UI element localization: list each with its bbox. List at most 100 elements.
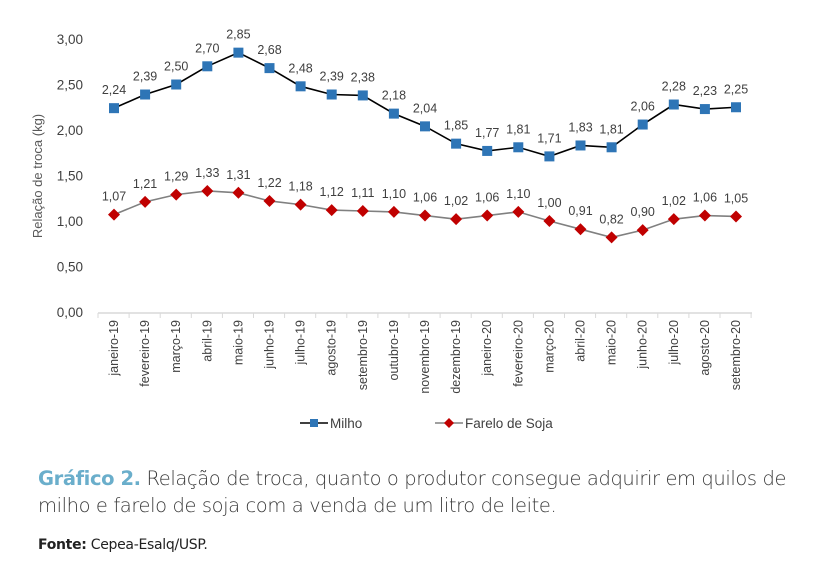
data-point — [140, 89, 151, 100]
data-point — [668, 99, 679, 110]
series-farelo-de-soja: 1,07 1,21 1,29 1,33 1,31 1,22 1,18 1,12 1,11 1,10… — [102, 166, 748, 244]
data-point — [667, 213, 680, 226]
data-point — [731, 102, 741, 113]
data-point — [698, 209, 711, 222]
legend-item-milho: Milho — [300, 416, 362, 431]
data-point — [543, 215, 556, 227]
data-label: 2,23 — [693, 84, 717, 98]
data-point — [326, 89, 337, 100]
data-point — [202, 61, 213, 72]
x-tick-label: maio-19 — [231, 320, 245, 365]
x-tick-label: abril-20 — [574, 320, 588, 362]
x-tick-label: janeiro-19 — [107, 320, 121, 377]
data-point — [325, 204, 338, 217]
data-point — [295, 81, 306, 92]
data-point — [636, 224, 649, 237]
data-label: 1,33 — [195, 166, 219, 180]
data-label: 2,18 — [382, 89, 406, 103]
data-label: 2,39 — [133, 70, 157, 84]
data-label: 2,48 — [288, 61, 312, 75]
data-point — [420, 121, 430, 132]
x-tick-label: março-20 — [542, 320, 556, 373]
data-point — [574, 223, 587, 236]
source-label: Fonte: — [38, 537, 87, 553]
x-tick-label: outubro-19 — [387, 320, 401, 381]
data-label: 1,07 — [102, 190, 126, 204]
data-label: 2,38 — [351, 70, 375, 84]
y-tick-label: 2,00 — [57, 123, 83, 138]
data-point — [171, 79, 182, 90]
data-label: 0,82 — [599, 212, 623, 226]
data-point — [606, 142, 617, 153]
data-point — [419, 209, 431, 222]
legend-label: Milho — [330, 416, 362, 431]
data-point — [294, 198, 307, 211]
y-tick-label: 0,50 — [57, 260, 83, 275]
data-point — [263, 194, 276, 207]
data-label: 0,90 — [631, 205, 655, 219]
data-label: 1,02 — [444, 194, 468, 208]
data-label: 2,85 — [226, 28, 250, 42]
x-tick-label: agosto-20 — [698, 320, 712, 376]
data-point — [637, 119, 648, 130]
x-tick-label: julho-20 — [667, 320, 681, 366]
data-label: 1,71 — [537, 131, 561, 145]
x-tick-label: março-19 — [169, 320, 183, 373]
y-tick-label: 3,00 — [57, 32, 83, 47]
data-label: 1,12 — [320, 185, 344, 199]
x-tick-label: novembro-19 — [418, 320, 432, 394]
source-note: Fonte: Cepea-Esalq/USP. — [38, 537, 208, 553]
data-label: 1,81 — [506, 122, 530, 136]
data-label: 1,06 — [475, 191, 499, 205]
data-point — [357, 90, 368, 101]
data-point — [109, 103, 119, 114]
data-label: 1,81 — [599, 122, 623, 136]
data-point — [108, 208, 120, 221]
data-label: 1,21 — [133, 177, 157, 191]
line-chart: Relação de troca (kg) 0,00 0,50 1,00 1,50 2,… — [30, 28, 752, 431]
caption-text: Relação de troca, quanto o produtor cons… — [38, 467, 787, 517]
data-point — [201, 184, 214, 197]
y-tick-label: 1,00 — [57, 214, 83, 229]
data-point — [482, 145, 493, 156]
data-point — [481, 209, 494, 222]
x-tick-label: fevereiro-20 — [511, 320, 525, 387]
data-label: 2,68 — [257, 43, 281, 57]
legend-item-farelo-de-soja: Farelo de Soja — [435, 416, 553, 431]
legend-marker — [310, 419, 318, 427]
data-label: 2,06 — [631, 100, 655, 114]
data-label: 1,29 — [164, 170, 188, 184]
data-label: 2,70 — [195, 41, 219, 55]
y-tick-label: 2,50 — [57, 78, 83, 93]
x-tick-label: abril-19 — [200, 320, 214, 362]
data-label: 1,10 — [506, 187, 530, 201]
data-label: 2,25 — [724, 82, 748, 96]
data-point — [264, 63, 275, 74]
data-point — [450, 213, 463, 226]
data-point — [451, 138, 462, 149]
data-label: 0,91 — [568, 204, 592, 218]
data-label: 1,06 — [413, 191, 437, 205]
data-point — [575, 140, 586, 151]
x-tick-label: dezembro-19 — [449, 320, 463, 394]
data-point — [730, 210, 742, 223]
x-tick-label: junho-20 — [636, 320, 650, 370]
x-tick-label: julho-19 — [294, 320, 308, 366]
data-label: 1,06 — [693, 191, 717, 205]
data-label: 2,50 — [164, 60, 188, 74]
data-point — [139, 195, 152, 208]
x-tick-label: janeiro-20 — [480, 320, 494, 377]
data-point — [170, 188, 183, 201]
data-point — [699, 104, 710, 115]
y-axis-title: Relação de troca (kg) — [30, 114, 45, 238]
source-text: Cepea-Esalq/USP. — [86, 537, 208, 553]
data-point — [387, 205, 400, 218]
data-label: 1,85 — [444, 119, 468, 133]
data-label: 1,77 — [475, 126, 499, 140]
x-tick-label: maio-20 — [605, 320, 619, 365]
caption-lead: Gráfico 2. — [38, 467, 141, 490]
data-label: 2,24 — [102, 83, 126, 97]
x-tick-label: fevereiro-19 — [138, 320, 152, 387]
x-tick-label: setembro-19 — [356, 320, 370, 390]
data-label: 1,11 — [351, 186, 374, 200]
